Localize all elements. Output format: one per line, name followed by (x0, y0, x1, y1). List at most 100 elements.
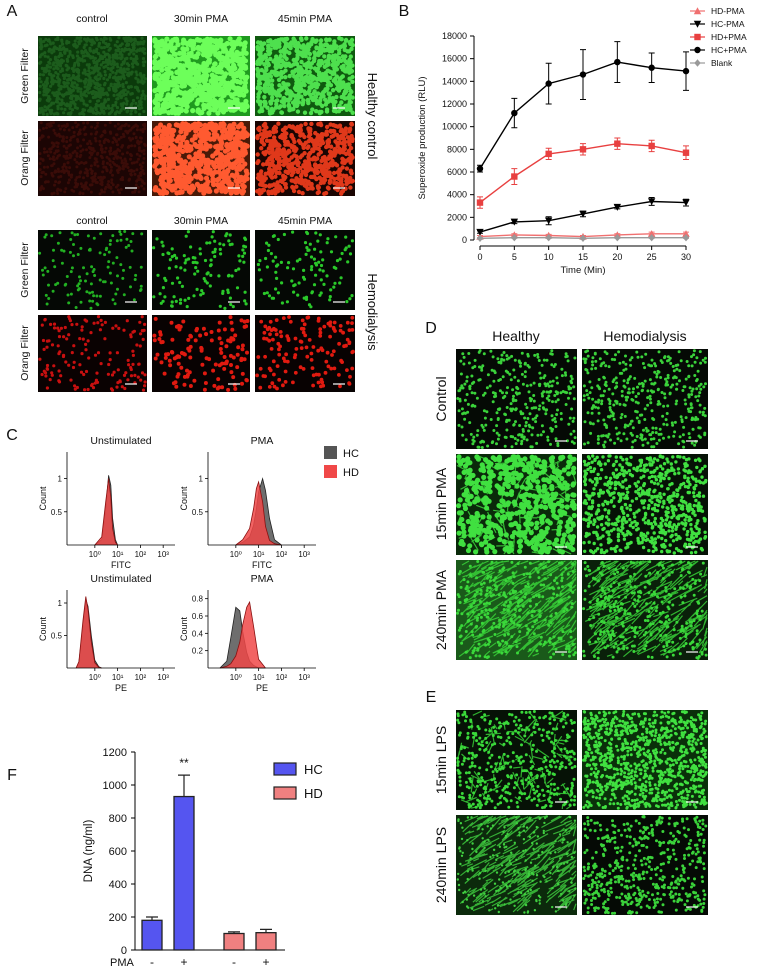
marker (614, 234, 621, 242)
x-axis-label: PMA (110, 957, 135, 968)
legend-label: Blank (711, 58, 733, 68)
y-tick-label: 1 (58, 475, 63, 484)
x-tick-label: 20 (612, 252, 622, 262)
legend-label: HD (343, 467, 359, 479)
x-tick-label: 25 (647, 252, 657, 262)
column-label: control (76, 215, 108, 227)
x-axis-label: FITC (111, 560, 131, 570)
marker (648, 64, 655, 71)
y-tick-label: 600 (109, 846, 127, 858)
marker (476, 234, 484, 242)
x-axis-label: FITC (252, 560, 272, 570)
legend-label: HC-PMA (711, 19, 745, 29)
x-tick-label: 10² (135, 550, 147, 559)
legend-label: HD (304, 786, 323, 801)
y-tick-label: 0.5 (192, 508, 204, 517)
marker (694, 33, 701, 41)
column-label: 45min PMA (278, 215, 332, 227)
row-label: Orang Filter (19, 130, 31, 186)
marker (647, 198, 656, 206)
marker (579, 234, 587, 242)
y-tick-label: 4000 (447, 190, 467, 200)
legend-swatch (324, 465, 337, 478)
y-tick-label: 1200 (103, 747, 127, 759)
x-tick-label: 5 (512, 252, 517, 262)
y-tick-label: 1000 (103, 780, 127, 792)
micrograph-cells (582, 710, 708, 810)
micrograph (152, 230, 250, 310)
x-tick-label: 15 (578, 252, 588, 262)
x-tick-label: 10¹ (253, 673, 265, 682)
micrograph-cells (582, 454, 708, 555)
x-tick-label: - (232, 955, 236, 968)
marker (682, 67, 690, 75)
marker (544, 217, 553, 225)
row-label: Green Filter (19, 48, 31, 104)
x-tick-label: - (150, 955, 154, 968)
x-tick-label: 10² (276, 673, 288, 682)
y-tick-label: 0.5 (51, 508, 63, 517)
micrograph-cells (152, 315, 250, 392)
y-tick-label: 0.5 (51, 632, 63, 641)
marker (648, 142, 655, 150)
panel-label: E (426, 689, 437, 706)
row-label: Green Filter (19, 242, 31, 298)
row-label: 15min PMA (433, 467, 449, 540)
marker (682, 234, 690, 242)
micrograph-cells (152, 121, 250, 196)
x-tick-label: 30 (681, 252, 691, 262)
micrograph-cells (38, 36, 147, 116)
y-tick-label: 2000 (447, 212, 467, 222)
x-tick-label: 10³ (157, 673, 169, 682)
micrograph-cells (582, 349, 707, 449)
x-tick-label: 10³ (298, 673, 310, 682)
legend-label: HC (343, 448, 359, 460)
y-axis-label: Count (179, 617, 189, 642)
x-tick-label: 10⁰ (230, 673, 242, 682)
bar (141, 919, 163, 951)
micrograph-cells (38, 121, 147, 196)
legend-label: HC+PMA (711, 45, 747, 55)
micrograph-cells (256, 230, 354, 309)
panel-label: B (399, 3, 410, 20)
y-axis-label: DNA (ng/ml) (83, 820, 95, 883)
micrograph-cells (152, 36, 250, 116)
micrograph-cells (456, 454, 577, 555)
marker (545, 80, 552, 87)
x-axis-label: PE (256, 683, 268, 693)
plot-title: PMA (251, 573, 274, 585)
marker (545, 234, 552, 242)
panel-label: F (7, 767, 17, 784)
micrograph (582, 349, 708, 449)
group-label: Hemodialysis (365, 273, 380, 351)
histogram-area (94, 478, 118, 546)
marker (511, 173, 518, 180)
marker (682, 199, 690, 207)
y-tick-label: 0 (462, 235, 467, 245)
plot-title: PMA (251, 435, 274, 447)
y-tick-label: 12000 (442, 99, 467, 109)
y-tick-label: 400 (109, 879, 127, 891)
column-label: 30min PMA (174, 215, 228, 227)
bar (255, 932, 277, 951)
y-axis-label: Superoxide production (RLU) (417, 76, 428, 199)
micrograph-cells (456, 560, 577, 660)
marker (511, 234, 518, 242)
bar (223, 932, 245, 951)
x-tick-label: 10¹ (112, 550, 124, 559)
row-label: Orang Filter (19, 325, 31, 381)
marker (476, 228, 484, 236)
y-tick-label: 1 (199, 475, 204, 484)
micrograph-cells (254, 121, 355, 196)
micrograph-cells (582, 560, 708, 660)
y-tick-label: 18000 (442, 31, 467, 41)
plot-title: Unstimulated (90, 435, 151, 447)
x-tick-label: 10³ (157, 550, 169, 559)
x-tick-label: + (180, 955, 187, 968)
histogram-area (75, 596, 102, 669)
column-label: Hemodialysis (603, 328, 686, 344)
x-tick-label: 10² (276, 550, 288, 559)
y-tick-label: 800 (109, 813, 127, 825)
column-label: Healthy (492, 328, 539, 344)
bar (173, 795, 195, 951)
